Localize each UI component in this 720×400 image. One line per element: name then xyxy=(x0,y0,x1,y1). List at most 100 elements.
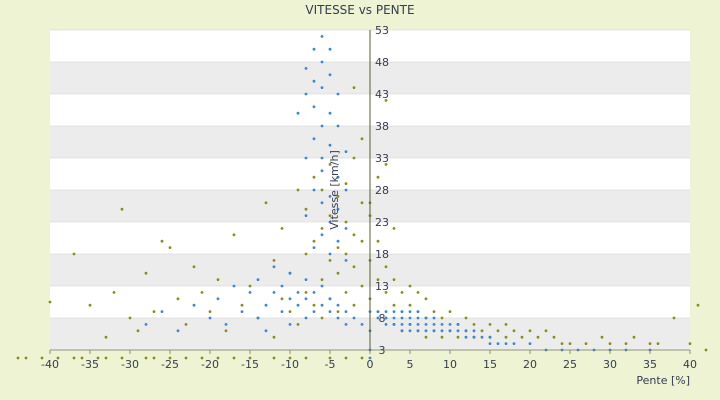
data-point xyxy=(472,335,476,339)
data-point xyxy=(376,316,380,320)
data-point xyxy=(224,323,228,326)
data-point xyxy=(384,291,388,294)
x-tick-label: -30 xyxy=(121,358,139,371)
data-point xyxy=(24,356,28,360)
data-point xyxy=(648,342,652,345)
data-point xyxy=(304,92,308,96)
data-point xyxy=(312,291,316,294)
data-point xyxy=(312,246,316,250)
data-point xyxy=(320,278,324,281)
x-tick-label: -35 xyxy=(81,358,99,371)
data-point xyxy=(360,284,364,288)
data-point xyxy=(344,182,348,186)
data-point xyxy=(424,335,428,339)
data-point xyxy=(304,316,308,320)
data-point xyxy=(344,252,348,256)
data-point xyxy=(376,310,380,313)
data-point xyxy=(280,310,284,313)
data-point xyxy=(176,297,180,301)
data-point xyxy=(328,297,332,301)
x-tick-label: 10 xyxy=(443,358,457,371)
data-point xyxy=(440,329,444,333)
data-point xyxy=(344,259,348,262)
data-point xyxy=(480,329,484,333)
data-point xyxy=(352,233,356,237)
data-point xyxy=(288,323,292,326)
data-point xyxy=(216,278,220,281)
data-point xyxy=(344,291,348,294)
x-tick-label: 40 xyxy=(683,358,697,371)
y-tick-label: 18 xyxy=(375,248,389,261)
data-point xyxy=(296,188,300,192)
data-point xyxy=(432,329,436,333)
data-point xyxy=(288,356,292,360)
data-point xyxy=(344,323,348,326)
data-point xyxy=(424,316,428,320)
data-point xyxy=(704,348,708,352)
data-point xyxy=(312,79,316,83)
data-point xyxy=(328,163,332,166)
data-point xyxy=(416,291,420,294)
data-point xyxy=(240,310,244,313)
x-tick-label: -40 xyxy=(41,358,59,371)
data-point xyxy=(256,278,260,281)
data-point xyxy=(160,310,164,313)
x-tick-label: 35 xyxy=(643,358,657,371)
data-point xyxy=(320,124,324,128)
data-point xyxy=(672,316,676,320)
data-point xyxy=(352,303,356,307)
y-tick-label: 38 xyxy=(375,120,389,133)
x-tick-label: 25 xyxy=(563,358,577,371)
data-point xyxy=(512,342,516,345)
data-point xyxy=(296,111,300,115)
data-point xyxy=(416,316,420,320)
x-tick-label: 15 xyxy=(483,358,497,371)
data-point xyxy=(632,335,636,339)
data-point xyxy=(424,297,428,301)
data-point xyxy=(176,329,180,333)
chart-title: VITESSE vs PENTE xyxy=(305,3,414,17)
data-point xyxy=(392,323,396,326)
data-point xyxy=(328,220,332,224)
y-tick-label: 43 xyxy=(375,88,389,101)
y-tick-label: 53 xyxy=(375,24,389,37)
x-tick-label: 0 xyxy=(367,358,374,371)
data-point xyxy=(240,303,244,307)
data-point xyxy=(344,356,348,360)
data-point xyxy=(328,356,332,360)
data-point xyxy=(360,239,364,243)
data-point xyxy=(328,259,332,262)
data-point xyxy=(384,99,388,102)
data-point xyxy=(184,323,188,326)
data-point xyxy=(432,323,436,326)
data-point xyxy=(288,297,292,301)
y-tick-label: 3 xyxy=(379,344,386,357)
data-point xyxy=(336,239,340,243)
data-point xyxy=(224,329,228,333)
data-point xyxy=(40,356,44,360)
data-point xyxy=(272,291,276,294)
data-point xyxy=(504,342,508,345)
data-point xyxy=(344,227,348,230)
data-point xyxy=(400,316,404,320)
data-point xyxy=(328,73,332,77)
data-point xyxy=(336,207,340,211)
data-point xyxy=(264,303,268,307)
data-point xyxy=(488,323,492,326)
data-point xyxy=(248,284,252,288)
x-tick-label: 30 xyxy=(603,358,617,371)
data-point xyxy=(72,356,76,360)
data-point xyxy=(272,356,276,360)
data-point xyxy=(192,265,196,269)
data-point xyxy=(552,335,556,339)
data-point xyxy=(304,278,308,281)
data-point xyxy=(696,303,700,307)
data-point xyxy=(336,310,340,313)
data-point xyxy=(472,329,476,333)
data-point xyxy=(456,335,460,339)
data-point xyxy=(368,356,372,360)
data-point xyxy=(400,323,404,326)
data-point xyxy=(352,86,356,89)
data-point xyxy=(312,188,316,192)
